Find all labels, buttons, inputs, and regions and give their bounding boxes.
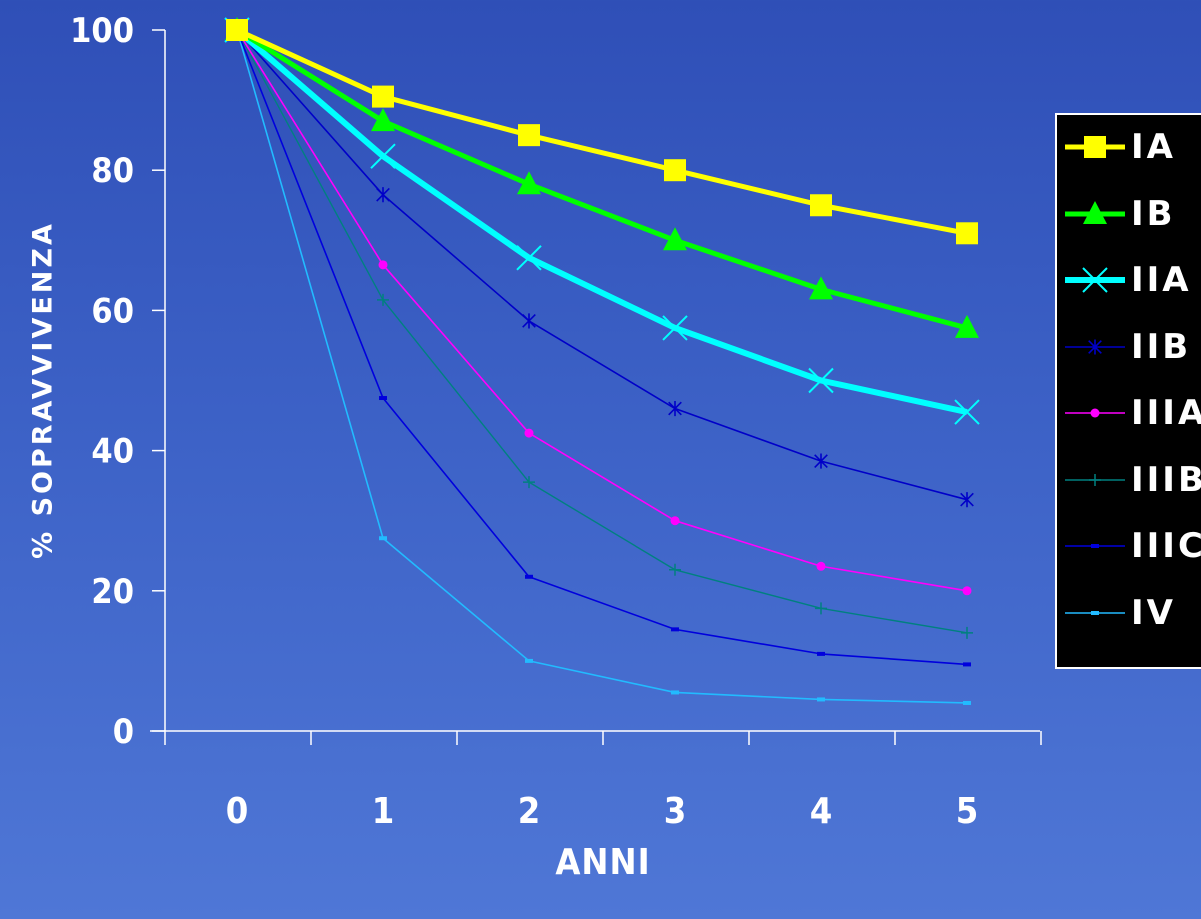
data-point bbox=[668, 400, 682, 417]
data-point bbox=[955, 314, 979, 338]
series-iia bbox=[224, 17, 980, 425]
data-point bbox=[963, 700, 971, 705]
legend-item: IIIA bbox=[1057, 393, 1201, 433]
legend-label: IIB bbox=[1131, 326, 1192, 367]
legend-item: IIB bbox=[1057, 327, 1191, 367]
legend-label: IIIA bbox=[1131, 393, 1201, 433]
data-point bbox=[664, 159, 686, 182]
legend-swatch bbox=[1065, 610, 1125, 615]
data-point bbox=[960, 492, 974, 508]
series-line bbox=[235, 27, 968, 331]
legend-swatch bbox=[1065, 267, 1125, 293]
data-point bbox=[525, 574, 533, 579]
x-tick-label: 5 bbox=[956, 791, 979, 832]
series-iiia bbox=[232, 25, 972, 596]
data-point bbox=[372, 85, 394, 108]
data-point bbox=[523, 476, 535, 489]
series-layer bbox=[224, 17, 980, 705]
data-point bbox=[671, 627, 679, 632]
series-line bbox=[236, 29, 968, 501]
data-point bbox=[379, 536, 387, 541]
y-tick-label: 80 bbox=[91, 151, 134, 191]
data-point bbox=[962, 586, 972, 596]
series-ia bbox=[226, 19, 978, 245]
data-point bbox=[815, 602, 827, 615]
data-point bbox=[226, 19, 248, 41]
data-point bbox=[525, 658, 533, 663]
x-tick-label: 0 bbox=[226, 791, 249, 832]
legend-swatch bbox=[1065, 200, 1125, 224]
data-point bbox=[963, 662, 971, 667]
data-point bbox=[670, 516, 680, 526]
series-line bbox=[236, 29, 968, 634]
legend-swatch bbox=[1065, 473, 1125, 486]
legend-label: IV bbox=[1131, 592, 1176, 633]
series-line bbox=[235, 27, 968, 236]
data-point bbox=[810, 194, 832, 217]
y-tick-label: 40 bbox=[91, 432, 134, 472]
data-point bbox=[669, 563, 681, 576]
y-axis-title: % SOPRAVVIVENZA bbox=[27, 221, 59, 559]
legend-item: IB bbox=[1057, 194, 1176, 234]
legend-swatch bbox=[1065, 544, 1125, 548]
data-point bbox=[814, 453, 828, 469]
legend-swatch bbox=[1065, 136, 1125, 158]
data-point bbox=[522, 313, 536, 329]
data-point bbox=[371, 108, 395, 132]
data-point bbox=[378, 260, 388, 270]
legend-label: IIIC bbox=[1131, 526, 1201, 566]
legend-item: IV bbox=[1057, 593, 1176, 633]
series-line bbox=[236, 29, 968, 592]
data-point bbox=[961, 626, 973, 639]
data-point bbox=[663, 227, 687, 251]
y-tick-label: 60 bbox=[91, 291, 134, 331]
legend-item: IIIC bbox=[1057, 526, 1201, 566]
y-tick-label: 0 bbox=[113, 712, 134, 752]
data-point bbox=[516, 245, 542, 271]
data-point bbox=[517, 171, 541, 195]
data-point bbox=[956, 222, 978, 245]
data-point bbox=[816, 561, 826, 571]
legend-label: IIA bbox=[1131, 260, 1192, 300]
legend-label: IIIB bbox=[1131, 459, 1201, 500]
data-point bbox=[808, 367, 834, 394]
data-point bbox=[671, 690, 679, 695]
x-tick-label: 4 bbox=[810, 791, 833, 832]
data-point bbox=[370, 143, 396, 169]
legend-label: IB bbox=[1131, 193, 1176, 234]
y-tick-label: 100 bbox=[70, 11, 134, 51]
data-point bbox=[954, 399, 980, 425]
x-tick-label: 3 bbox=[664, 791, 687, 832]
data-point bbox=[377, 293, 389, 306]
data-point bbox=[518, 124, 540, 147]
data-point bbox=[817, 697, 825, 702]
y-tick-label: 20 bbox=[91, 572, 134, 612]
legend-label: IA bbox=[1131, 127, 1176, 167]
data-point bbox=[376, 187, 390, 203]
series-iiib bbox=[231, 24, 973, 639]
series-line bbox=[236, 29, 968, 666]
data-point bbox=[817, 651, 825, 656]
data-point bbox=[379, 396, 387, 401]
data-point bbox=[809, 276, 833, 300]
data-point bbox=[524, 428, 534, 438]
series-line bbox=[235, 27, 968, 415]
legend-swatch bbox=[1065, 338, 1125, 355]
legend-swatch bbox=[1065, 408, 1125, 418]
axes: 0 20 40 60 80 100 0 1 2 3 4 5 bbox=[70, 11, 1042, 832]
x-tick-label: 1 bbox=[372, 791, 395, 832]
legend-item: IA bbox=[1057, 127, 1176, 167]
x-axis-title: ANNI bbox=[555, 842, 651, 883]
legend-item: IIA bbox=[1057, 260, 1192, 300]
x-tick-label: 2 bbox=[518, 791, 541, 832]
data-point bbox=[662, 315, 688, 341]
series-line bbox=[236, 29, 968, 704]
legend-item: IIIB bbox=[1057, 460, 1201, 500]
legend: IA IB IIA IIB IIIA IIIB IIIC IV bbox=[1055, 113, 1201, 669]
